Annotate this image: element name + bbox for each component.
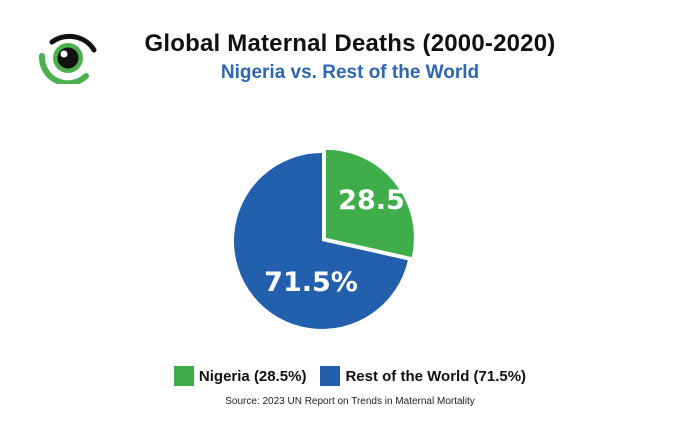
legend-label-nigeria: Nigeria (28.5%)	[198, 367, 307, 385]
eye-logo-icon	[38, 33, 97, 84]
legend: Nigeria (28.5%) Rest of the World (71.5%…	[0, 366, 700, 386]
slice-label-rest-of-world: 71.5%	[264, 267, 358, 298]
chart-title: Global Maternal Deaths (2000-2020)	[144, 30, 556, 57]
chart-subtitle: Nigeria vs. Rest of the World	[220, 62, 480, 83]
legend-label-rest-of-world: Rest of the World (71.5%)	[345, 367, 527, 385]
slice-label-nigeria: 28.5%	[338, 185, 432, 216]
pie-slice-rest-of-world	[234, 153, 408, 329]
legend-item-nigeria: Nigeria (28.5%)	[173, 366, 307, 386]
legend-item-rest-of-world: Rest of the World (71.5%)	[320, 366, 526, 386]
legend-swatch-nigeria	[173, 366, 194, 386]
source-note: Source: 2023 UN Report on Trends in Mate…	[225, 396, 475, 407]
legend-swatch-rest-of-world	[320, 366, 341, 386]
pie-slice-nigeria	[325, 149, 414, 258]
